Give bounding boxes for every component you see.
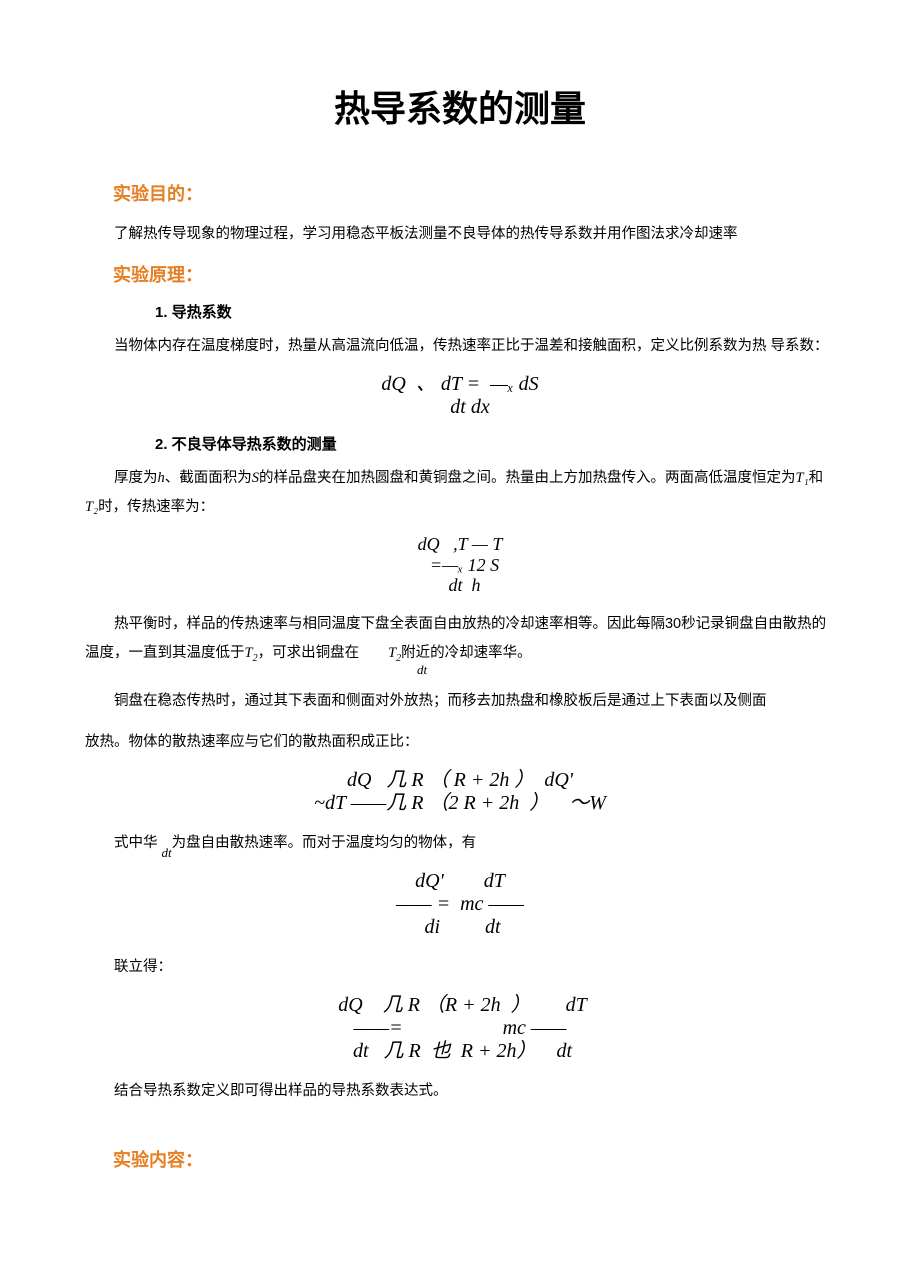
text-frag: 时，传热速率为： — [98, 499, 214, 515]
text-frag: 式中华 — [114, 835, 162, 851]
symbol-dt: dt — [162, 845, 172, 860]
principle-p6: 联立得： — [85, 953, 835, 982]
section-content-head: 实验内容： — [113, 1146, 835, 1172]
symbol-S: S — [252, 470, 259, 486]
text-frag: 和 — [809, 470, 824, 486]
symbol-T1: T₁ — [796, 470, 809, 486]
text-frag: 为盘自由散热速率。而对于温度均匀的物体，有 — [172, 835, 477, 851]
symbol-dt: dt — [388, 657, 427, 683]
principle-item-1: 1. 导热系数 — [155, 301, 835, 322]
purpose-text: 了解热传导现象的物理过程，学习用稳态平板法测量不良导体的热传导系数并用作图法求冷… — [85, 220, 835, 249]
formula-1: dQ 、 dT = —ₓ dS dt dx — [85, 373, 835, 419]
symbol-h: h — [158, 470, 165, 486]
formula-4: dQ' dT —— = mc —— di dt — [85, 870, 835, 939]
principle-p4: 放热。物体的散热速率应与它们的散热面积成正比： — [85, 728, 835, 757]
section-principle-head: 实验原理： — [113, 261, 835, 287]
text-frag: 、截面面积为 — [165, 470, 252, 486]
principle-item-1-text: 当物体内存在温度梯度时，热量从高温流向低温，传热速率正比于温差和接触面积，定义比… — [85, 332, 835, 361]
principle-item-2: 2. 不良导体导热系数的测量 — [155, 433, 835, 454]
formula-3: dQ 几 R （ R + 2h ） dQ' ~dT ——几 R （2 R + 2… — [85, 769, 835, 815]
section-purpose-head: 实验目的： — [113, 180, 835, 206]
text-frag: 厚度为 — [114, 470, 158, 486]
principle-p2: 热平衡时，样品的传热速率与相同温度下盘全表面自由放热的冷却速率相等。因此每隔30… — [85, 610, 835, 669]
text-frag: ，可求出铜盘在 — [258, 645, 360, 661]
principle-p1: 厚度为h、截面面积为S的样品盘夹在加热圆盘和黄铜盘之间。热量由上方加热盘传入。两… — [85, 464, 835, 522]
symbol-T2: T₂ — [85, 499, 98, 515]
principle-p5: 式中华 dt为盘自由散热速率。而对于温度均匀的物体，有 — [85, 829, 835, 858]
text-frag: 的样品盘夹在加热圆盘和黄铜盘之间。热量由上方加热盘传入。两面高低温度恒定为 — [259, 470, 796, 486]
formula-2: dQ ,T — T =—ₓ 12 S dt h — [85, 534, 835, 596]
principle-p7: 结合导热系数定义即可得出样品的导热系数表达式。 — [85, 1077, 835, 1106]
formula-5: dQ 几 R （R + 2h ） dT ——= mc —— dt 几 R 也 R… — [85, 994, 835, 1063]
page-title: 热导系数的测量 — [85, 80, 835, 132]
symbol-T: T — [245, 645, 253, 661]
principle-p3: 铜盘在稳态传热时，通过其下表面和侧面对外放热；而移去加热盘和橡胶板后是通过上下表… — [85, 687, 835, 716]
